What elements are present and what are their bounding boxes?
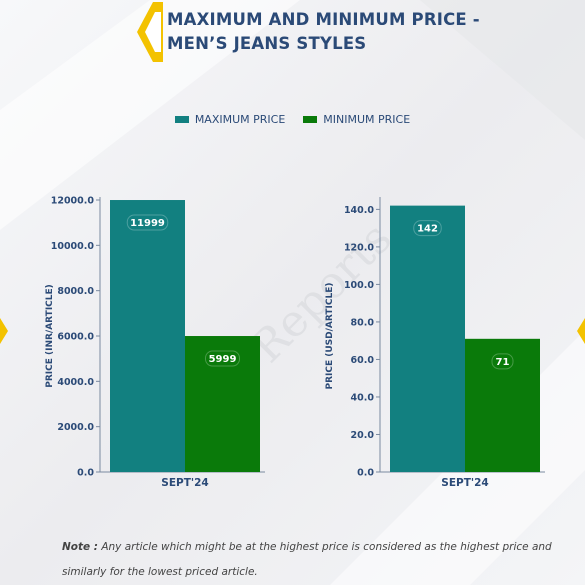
y-tick-label: 4000.0 <box>57 377 94 388</box>
y-tick-label: 6000.0 <box>57 332 94 343</box>
y-tick-label: 10000.0 <box>51 241 95 252</box>
footnote-text: Any article which might be at the highes… <box>62 541 552 578</box>
y-axis-title: PRICE (INR/ARTICLE) <box>45 284 55 388</box>
legend-item-min: MINIMUM PRICE <box>303 113 410 126</box>
page-title: MAXIMUM AND MINIMUM PRICE - MEN’S JEANS … <box>167 8 480 56</box>
x-tick-label: SEPT'24 <box>441 477 488 489</box>
y-tick-label: 60.0 <box>351 355 375 366</box>
y-tick-label: 8000.0 <box>57 286 94 297</box>
data-label: 11999 <box>130 218 165 229</box>
legend-item-max: MAXIMUM PRICE <box>174 113 286 126</box>
chevron-marker-icon <box>137 2 163 62</box>
title-line-2: MEN’S JEANS STYLES <box>167 34 367 53</box>
legend-swatch-min <box>303 116 318 123</box>
data-label-background <box>491 353 514 370</box>
chart-svg: 0.0 2000.0 4000.0 6000.0 8000.0 10000.0 12000.… <box>45 196 265 489</box>
data-label: 5999 <box>209 354 237 365</box>
chart-svg: 0.0 20.0 40.0 60.0 80.0 100.0 120.0 140.0 PRICE … <box>325 197 545 489</box>
y-tick-label: 100.0 <box>344 280 374 291</box>
bar-maximum-price <box>390 205 465 472</box>
title-line-1: MAXIMUM AND MINIMUM PRICE - <box>167 10 480 29</box>
y-tick-label: 140.0 <box>344 205 374 216</box>
legend-label-min: MINIMUM PRICE <box>323 113 411 126</box>
chart-usd-price: 0.0 20.0 40.0 60.0 80.0 100.0 120.0 140.0 PRICE … <box>310 190 560 504</box>
chart-inr-price: 0.0 2000.0 4000.0 6000.0 8000.0 10000.0 12000.… <box>30 190 280 504</box>
x-tick-label: SEPT'24 <box>161 477 208 489</box>
legend-label-max: MAXIMUM PRICE <box>194 113 286 126</box>
y-tick-label: 40.0 <box>351 392 375 403</box>
y-tick-label: 12000.0 <box>51 196 95 207</box>
previous-arrow-icon[interactable] <box>0 318 8 344</box>
data-label-background <box>205 350 240 367</box>
next-arrow-icon[interactable] <box>577 318 585 344</box>
data-label-background <box>126 214 169 231</box>
data-label-background <box>413 220 442 237</box>
y-tick-label: 120.0 <box>344 242 374 253</box>
y-axis-title: PRICE (USD/ARTICLE) <box>325 282 335 389</box>
bar-maximum-price <box>110 200 185 472</box>
y-tick-label: 0.0 <box>357 468 374 479</box>
footnote-label: Note : <box>62 541 98 553</box>
y-tick-label: 20.0 <box>351 430 375 441</box>
legend-swatch-max <box>174 116 189 123</box>
y-tick-label: 80.0 <box>351 317 375 328</box>
data-label: 71 <box>496 357 510 368</box>
y-tick-label: 2000.0 <box>57 422 94 433</box>
y-tick-label: 0.0 <box>77 468 94 479</box>
footnote: Note : Any article which might be at the… <box>62 535 562 585</box>
title-block: MAXIMUM AND MINIMUM PRICE - MEN’S JEANS … <box>133 2 573 62</box>
chart-legend: MAXIMUM PRICE MINIMUM PRICE <box>0 113 585 126</box>
data-label: 142 <box>417 224 438 235</box>
